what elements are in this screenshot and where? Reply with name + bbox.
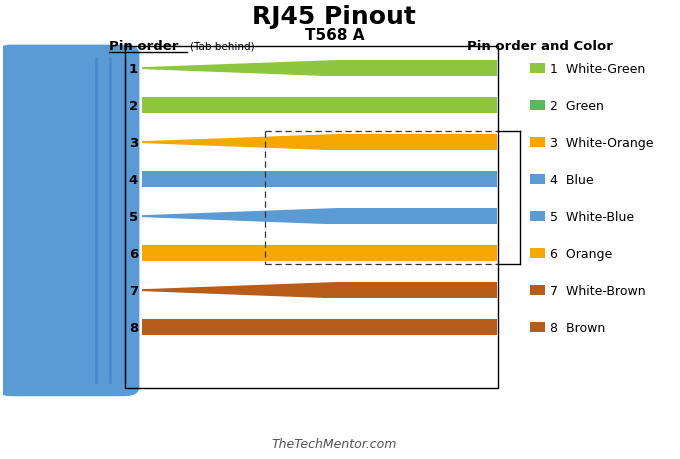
Text: 4: 4: [129, 173, 138, 186]
Text: 1  White-Green: 1 White-Green: [550, 62, 645, 75]
Polygon shape: [142, 282, 337, 290]
Polygon shape: [142, 61, 497, 77]
FancyBboxPatch shape: [0, 45, 139, 396]
Text: 2  Green: 2 Green: [550, 100, 604, 112]
Text: 8: 8: [129, 321, 138, 334]
FancyBboxPatch shape: [530, 64, 545, 74]
FancyBboxPatch shape: [530, 249, 545, 258]
Text: 4  Blue: 4 Blue: [550, 173, 594, 186]
Polygon shape: [142, 144, 331, 151]
Text: 7  White-Brown: 7 White-Brown: [550, 284, 645, 297]
Polygon shape: [142, 98, 497, 114]
Text: 2: 2: [129, 100, 138, 112]
Text: 5  White-Blue: 5 White-Blue: [550, 210, 634, 223]
FancyBboxPatch shape: [530, 175, 545, 185]
Text: Pin order: Pin order: [109, 40, 178, 53]
Polygon shape: [142, 70, 331, 77]
FancyBboxPatch shape: [530, 101, 545, 111]
Text: TheTechMentor.com: TheTechMentor.com: [272, 437, 397, 450]
Polygon shape: [142, 319, 497, 336]
Polygon shape: [142, 208, 337, 216]
Polygon shape: [142, 246, 497, 262]
FancyBboxPatch shape: [530, 212, 545, 222]
FancyBboxPatch shape: [530, 138, 545, 148]
Polygon shape: [142, 208, 497, 225]
Text: 7: 7: [129, 284, 138, 297]
FancyBboxPatch shape: [530, 323, 545, 332]
Text: RJ45 Pinout: RJ45 Pinout: [252, 5, 416, 29]
Text: 3  White-Orange: 3 White-Orange: [550, 136, 653, 149]
Polygon shape: [142, 218, 331, 225]
Text: (Tab behind): (Tab behind): [190, 41, 254, 51]
Polygon shape: [142, 282, 497, 299]
Text: 8  Brown: 8 Brown: [550, 321, 605, 334]
Polygon shape: [142, 134, 497, 151]
Text: 6  Orange: 6 Orange: [550, 247, 612, 260]
Polygon shape: [142, 172, 497, 188]
Polygon shape: [142, 291, 331, 299]
Text: 6: 6: [129, 247, 138, 260]
Text: 3: 3: [129, 136, 138, 149]
Polygon shape: [142, 61, 337, 68]
FancyBboxPatch shape: [530, 285, 545, 296]
Text: 1: 1: [129, 62, 138, 75]
Text: 5: 5: [129, 210, 138, 223]
Polygon shape: [142, 134, 337, 142]
Text: Pin order and Color: Pin order and Color: [467, 40, 613, 53]
Text: T568 A: T568 A: [305, 28, 364, 43]
